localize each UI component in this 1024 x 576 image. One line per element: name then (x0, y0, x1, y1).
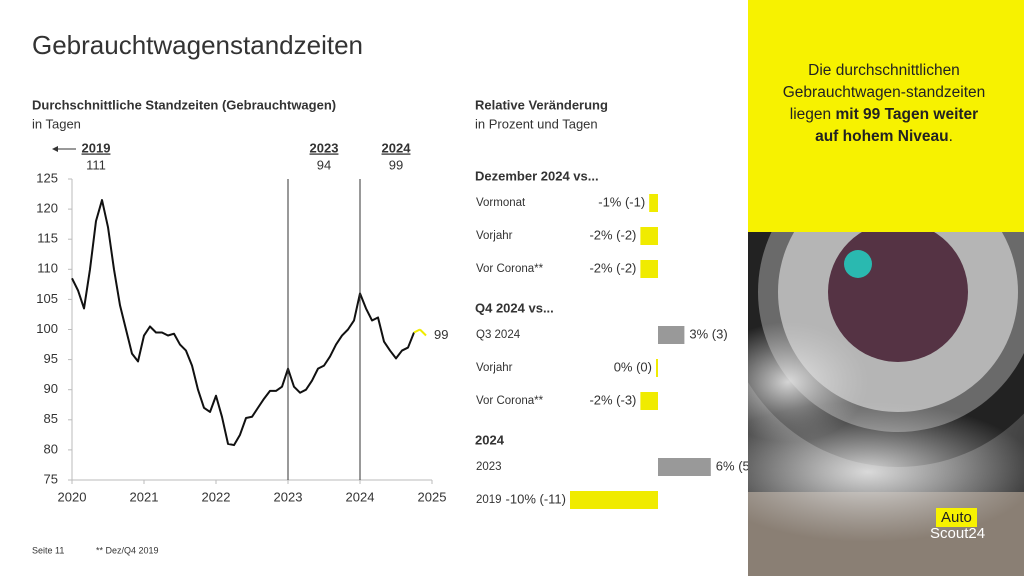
page-number: Seite 11 (32, 545, 64, 555)
x-tick-label: 2025 (418, 489, 447, 504)
value-label: -2% (-2) (589, 260, 636, 275)
bar (658, 458, 711, 476)
y-tick-label: 120 (36, 201, 58, 216)
category-label: 2023 (476, 461, 502, 473)
y-tick-label: 90 (44, 381, 58, 396)
value-label: -10% (-11) (506, 491, 566, 506)
group-title: Q4 2024 vs... (475, 300, 554, 315)
y-tick-label: 85 (44, 411, 58, 426)
slide-title: Gebrauchtwagenstandzeiten (32, 30, 363, 60)
bar (570, 491, 658, 509)
end-label: 99 (434, 327, 448, 342)
y-tick-label: 105 (36, 291, 58, 306)
data-line (419, 328, 427, 337)
y-tick-label: 75 (44, 471, 58, 486)
y-tick-label: 125 (36, 170, 58, 185)
message-end: . (948, 128, 953, 145)
group-title: Dezember 2024 vs... (475, 168, 599, 183)
key-message: Die durchschnittlichen Gebrauchtwagen-st… (782, 60, 986, 148)
y-tick-label: 100 (36, 321, 58, 336)
charts: Gebrauchtwagenstandzeiten Durchschnittli… (32, 30, 748, 556)
bar (640, 392, 658, 410)
message-bold: mit 99 Tagen weiter auf hohem Niveau (815, 106, 979, 145)
annotation-value: 111 (86, 157, 106, 172)
tire-photo (748, 232, 1024, 576)
x-tick-label: 2021 (130, 489, 159, 504)
x-tick-label: 2024 (346, 489, 375, 504)
footnote: ** Dez/Q4 2019 (96, 545, 159, 555)
chart-title: Relative Veränderung (475, 97, 608, 112)
bar (640, 260, 658, 278)
group-title: 2024 (475, 432, 505, 447)
value-label: -1% (-1) (598, 194, 645, 209)
bar (658, 326, 685, 344)
category-label: Vor Corona** (476, 263, 544, 275)
value-label: 3% (3) (689, 326, 727, 341)
bar (649, 194, 658, 212)
bar (640, 227, 658, 245)
annotation-value: 99 (389, 157, 403, 172)
x-tick-label: 2022 (202, 489, 231, 504)
annotation-value: 94 (317, 157, 331, 172)
y-tick-label: 95 (44, 351, 58, 366)
chart-title: Durchschnittliche Standzeiten (Gebraucht… (32, 97, 336, 112)
chart-subtitle: in Tagen (32, 116, 81, 131)
message-text: Die durchschnittlichen Gebrauchtwagen-st… (782, 62, 986, 123)
value-label: -2% (-2) (589, 227, 636, 242)
logo-scout: Scout24 (930, 525, 986, 542)
category-label: 2019 (476, 494, 502, 506)
category-label: Vor Corona** (476, 395, 544, 407)
logo-auto: Auto (936, 508, 977, 527)
line-connector (413, 328, 421, 334)
value-label: 0% (0) (614, 359, 652, 374)
annotation-arrowhead (52, 146, 58, 152)
value-label: -2% (-3) (589, 392, 636, 407)
y-tick-label: 115 (37, 231, 58, 246)
category-label: Vorjahr (476, 230, 513, 242)
category-label: Q3 2024 (476, 329, 521, 341)
y-tick-label: 110 (37, 261, 58, 276)
x-tick-label: 2023 (274, 489, 303, 504)
chart-subtitle: in Prozent und Tagen (475, 116, 598, 131)
x-tick-label: 2020 (58, 489, 87, 504)
y-tick-label: 80 (44, 441, 58, 456)
annotation-label: 2024 (382, 140, 412, 155)
logo: Auto Scout24 (930, 508, 1010, 542)
category-label: Vorjahr (476, 362, 513, 374)
annotation-label: 2019 (82, 140, 111, 155)
value-label: 6% (5) (716, 458, 748, 473)
bar (656, 359, 658, 377)
data-line (71, 199, 415, 447)
category-label: Vormonat (476, 197, 526, 209)
highlight-box (748, 0, 1024, 232)
annotation-label: 2023 (310, 140, 339, 155)
